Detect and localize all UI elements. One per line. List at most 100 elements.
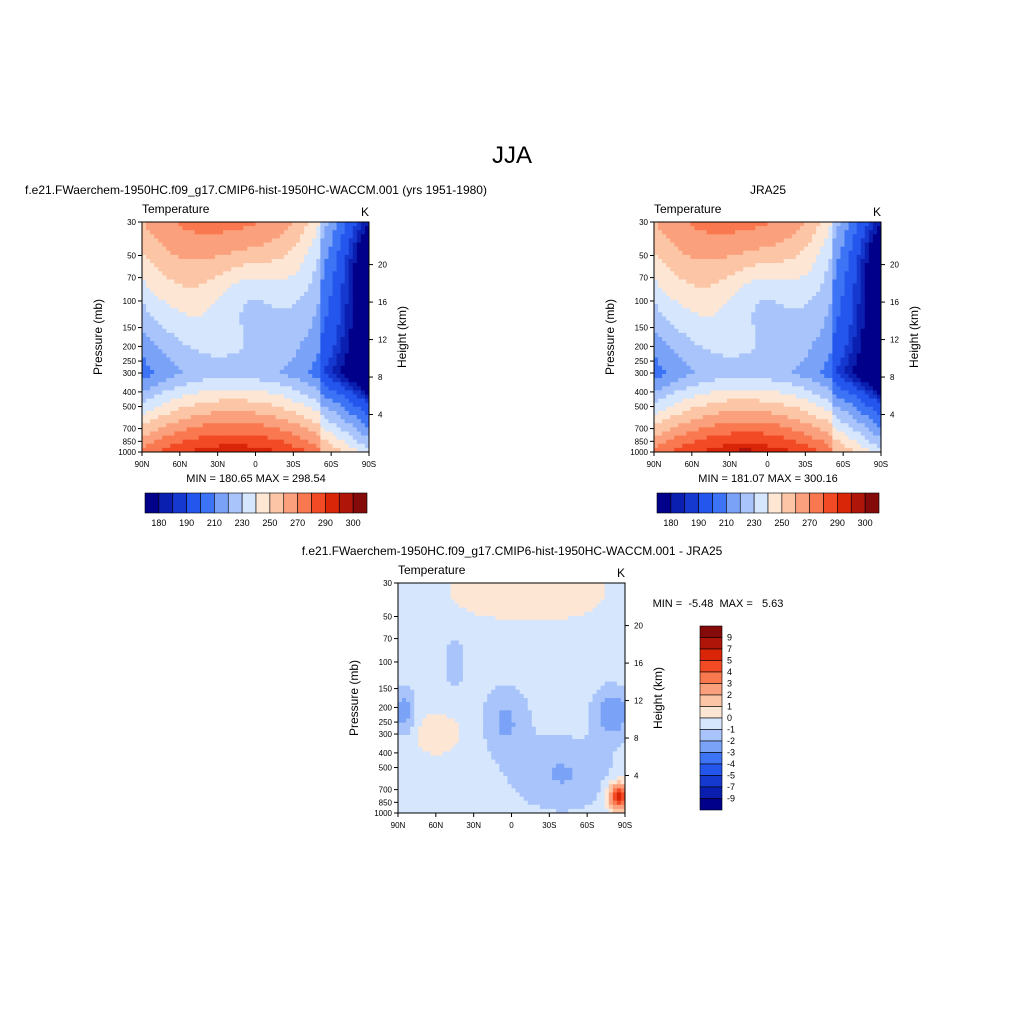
contour-cell [227, 443, 232, 449]
contour-cell [812, 283, 817, 289]
contour-cell [259, 419, 264, 424]
contour-cell [868, 304, 874, 309]
contour-cell [178, 291, 183, 297]
contour-cell [243, 238, 248, 243]
contour-cell [316, 353, 321, 358]
contour-cell [864, 271, 870, 276]
contour-cell [324, 427, 329, 432]
contour-cell [150, 353, 155, 358]
contour-cell [312, 427, 317, 432]
contour-cell [751, 258, 756, 264]
contour-cell [279, 382, 285, 387]
contour-cell [312, 406, 317, 412]
contour-cell [340, 287, 346, 293]
contour-cell [808, 283, 813, 289]
contour-cell [190, 291, 196, 297]
contour-cell [763, 267, 768, 272]
contour-cell [154, 312, 159, 317]
contour-cell [856, 234, 862, 239]
contour-cell [812, 234, 817, 239]
contour-cell [662, 258, 667, 264]
contour-cell [686, 246, 691, 252]
contour-cell [287, 304, 293, 309]
contour-cell [214, 378, 220, 383]
contour-cell [747, 226, 752, 231]
contour-cell [154, 222, 159, 227]
contour-cell [296, 312, 301, 317]
contour-cell [162, 332, 167, 338]
contour-cell [210, 312, 216, 317]
contour-cell [678, 312, 683, 317]
contour-cell [158, 291, 163, 297]
contour-cell [320, 353, 325, 358]
contour-cell [300, 222, 305, 227]
contour-cell [706, 332, 712, 338]
contour-cell [219, 242, 224, 248]
contour-cell [844, 222, 849, 227]
contour-cell [304, 316, 309, 321]
contour-cell [320, 324, 325, 330]
contour-cell [283, 287, 289, 293]
contour-cell [255, 365, 260, 371]
contour-cell [283, 337, 289, 342]
contour-cell [340, 439, 346, 445]
contour-cell [150, 378, 155, 383]
contour-cell [360, 341, 366, 346]
contour-cell [336, 324, 342, 330]
contour-cell [731, 279, 736, 285]
contour-cell [356, 254, 362, 260]
contour-cell [223, 439, 228, 445]
contour-cell [146, 357, 151, 363]
contour-cell [223, 234, 228, 239]
contour-cell [174, 447, 179, 453]
contour-cell [259, 258, 264, 264]
contour-cell [783, 316, 789, 321]
contour-cell [864, 324, 870, 330]
contour-cell [304, 357, 309, 363]
contour-cell [283, 226, 289, 231]
contour-cell [340, 398, 346, 404]
contour-cell [206, 312, 212, 317]
contour-cell [235, 382, 240, 387]
contour-cell [332, 267, 337, 272]
contour-cell [166, 238, 171, 243]
contour-cell [706, 234, 712, 239]
contour-cell [320, 406, 325, 412]
contour-cell [751, 230, 756, 235]
contour-cell [142, 398, 147, 404]
contour-cell [154, 410, 159, 416]
contour-cell [263, 349, 269, 354]
contour-cell [868, 258, 874, 264]
contour-cell [682, 250, 687, 256]
contour-cell [356, 271, 362, 276]
contour-cell [340, 238, 346, 243]
contour-cell [718, 287, 724, 293]
contour-cell [364, 279, 370, 285]
contour-cell [747, 341, 752, 346]
contour-cell [832, 312, 837, 317]
contour-cell [828, 283, 833, 289]
contour-cell [174, 435, 179, 441]
contour-cell [316, 226, 321, 231]
contour-cell [755, 291, 760, 297]
contour-cell [142, 337, 147, 342]
contour-cell [336, 341, 342, 346]
contour-cell [210, 337, 216, 342]
contour-cell [856, 337, 862, 342]
contour-cell [231, 250, 236, 256]
contour-cell [348, 406, 354, 412]
contour-cell [259, 324, 264, 330]
contour-cell [267, 402, 273, 408]
contour-cell [658, 230, 663, 235]
contour-cell [731, 222, 736, 227]
contour-cell [210, 349, 216, 354]
contour-cell [820, 287, 825, 293]
contour-cell [231, 246, 236, 252]
contour-cell [868, 230, 874, 235]
contour-cell [275, 267, 281, 272]
contour-cell [158, 410, 163, 416]
contour-cell [296, 254, 301, 260]
contour-cell [332, 332, 337, 338]
contour-cell [791, 242, 797, 248]
contour-cell [275, 386, 281, 391]
